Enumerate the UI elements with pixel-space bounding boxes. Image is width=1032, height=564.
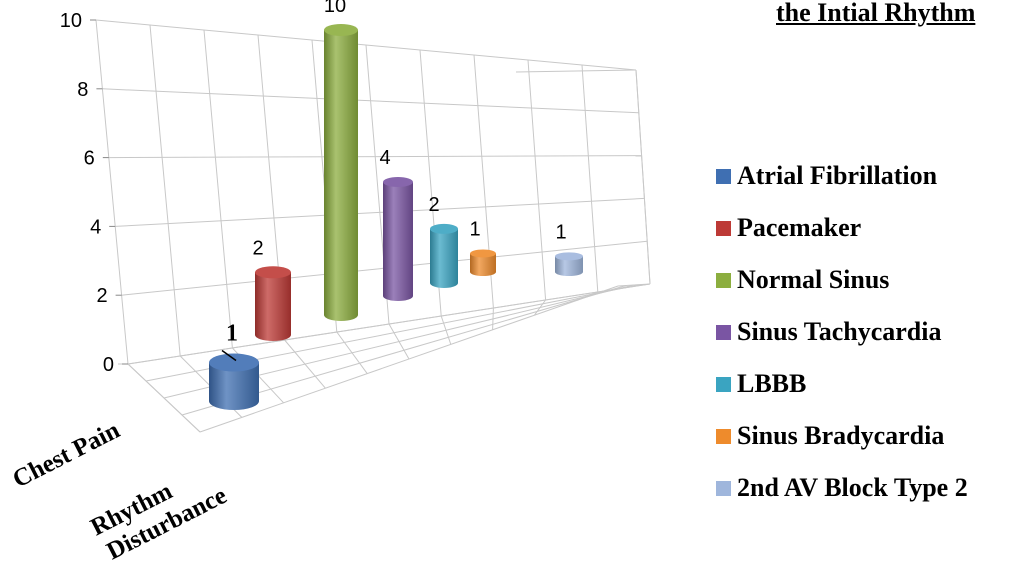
bar-top [255,266,291,279]
legend-label: 2nd AV Block Type 2 [737,473,968,502]
legend-label: Normal Sinus [737,265,890,294]
gridline [95,19,129,365]
y-tick-label: 4 [90,216,101,238]
legend-swatch [716,168,731,184]
bar-body [470,253,496,276]
legend-label: Sinus Tachycardia [737,317,942,346]
data-label: 2 [252,237,263,259]
data-label: 10 [324,0,346,17]
data-label: 2 [428,194,439,216]
y-tick-label: 2 [96,285,107,307]
gridline [203,29,233,349]
bar-top [470,249,496,258]
chart-legend: Atrial Fibrillation Pacemaker Normal Sin… [716,150,968,514]
bar-top [324,24,358,36]
legend-item: Atrial Fibrillation [716,150,968,202]
x-axis: Chest Pain Rhythm Disturbance [8,417,231,564]
chart-title: the Intial Rhythm [776,0,976,27]
bar-sinus-tachycardia [383,177,413,301]
y-tick-label: 8 [77,79,88,101]
legend-label: Atrial Fibrillation [737,161,938,190]
legend-label: LBBB [737,369,807,398]
legend-label: Sinus Bradycardia [737,421,945,450]
data-label: 1 [469,218,480,240]
bar-sinus-bradycardia [470,249,496,276]
y-tick-label: 10 [60,10,82,32]
bar-body [555,256,583,276]
legend-label: Pacemaker [737,213,862,242]
gridline [127,363,201,433]
data-label: 1 [555,221,566,243]
gridline [199,285,619,433]
bar-body [209,362,259,410]
y-axis: 0 2 4 6 8 10 [60,10,128,376]
bar-top [383,177,413,187]
legend-swatch [716,324,731,340]
bar-body [255,272,291,341]
legend-swatch [716,220,731,236]
legend-swatch [716,376,731,392]
bar-body [430,228,458,288]
bar-pacemaker [255,266,291,341]
chart-grid [95,19,651,433]
data-label: 4 [379,147,390,169]
bar-atrial-fibrillation [209,353,259,410]
legend-swatch [716,272,731,288]
category-label-chest-pain: Chest Pain [8,417,124,494]
gridline [635,69,651,285]
gridline [127,283,651,365]
bar-body [324,30,358,321]
data-labels: 1 2 10 4 2 1 1 [221,0,567,362]
bar-top [430,223,458,234]
legend-item: Sinus Tachycardia [716,306,968,358]
bar-lbbb [430,223,458,288]
bar-top [209,353,259,372]
gridline [581,64,599,293]
legend-item: Normal Sinus [716,254,968,306]
legend-item: Sinus Bradycardia [716,410,968,462]
leader-line [221,349,237,362]
legend-item: LBBB [716,358,968,410]
legend-swatch [716,480,731,496]
bar-top [555,252,583,261]
y-tick-label: 6 [84,148,95,170]
gridline [527,59,547,301]
gridline [149,24,181,357]
bar-2nd-av-block-type-2 [555,252,583,276]
bar-body [383,182,413,301]
data-label: 1 [226,321,238,347]
legend-swatch [716,428,731,444]
chart-bars [209,24,583,410]
gridline [515,69,637,73]
legend-item: 2nd AV Block Type 2 [716,462,968,514]
legend-item: Pacemaker [716,202,968,254]
y-tick-label: 0 [103,354,114,376]
bar-normal-sinus [324,24,358,321]
